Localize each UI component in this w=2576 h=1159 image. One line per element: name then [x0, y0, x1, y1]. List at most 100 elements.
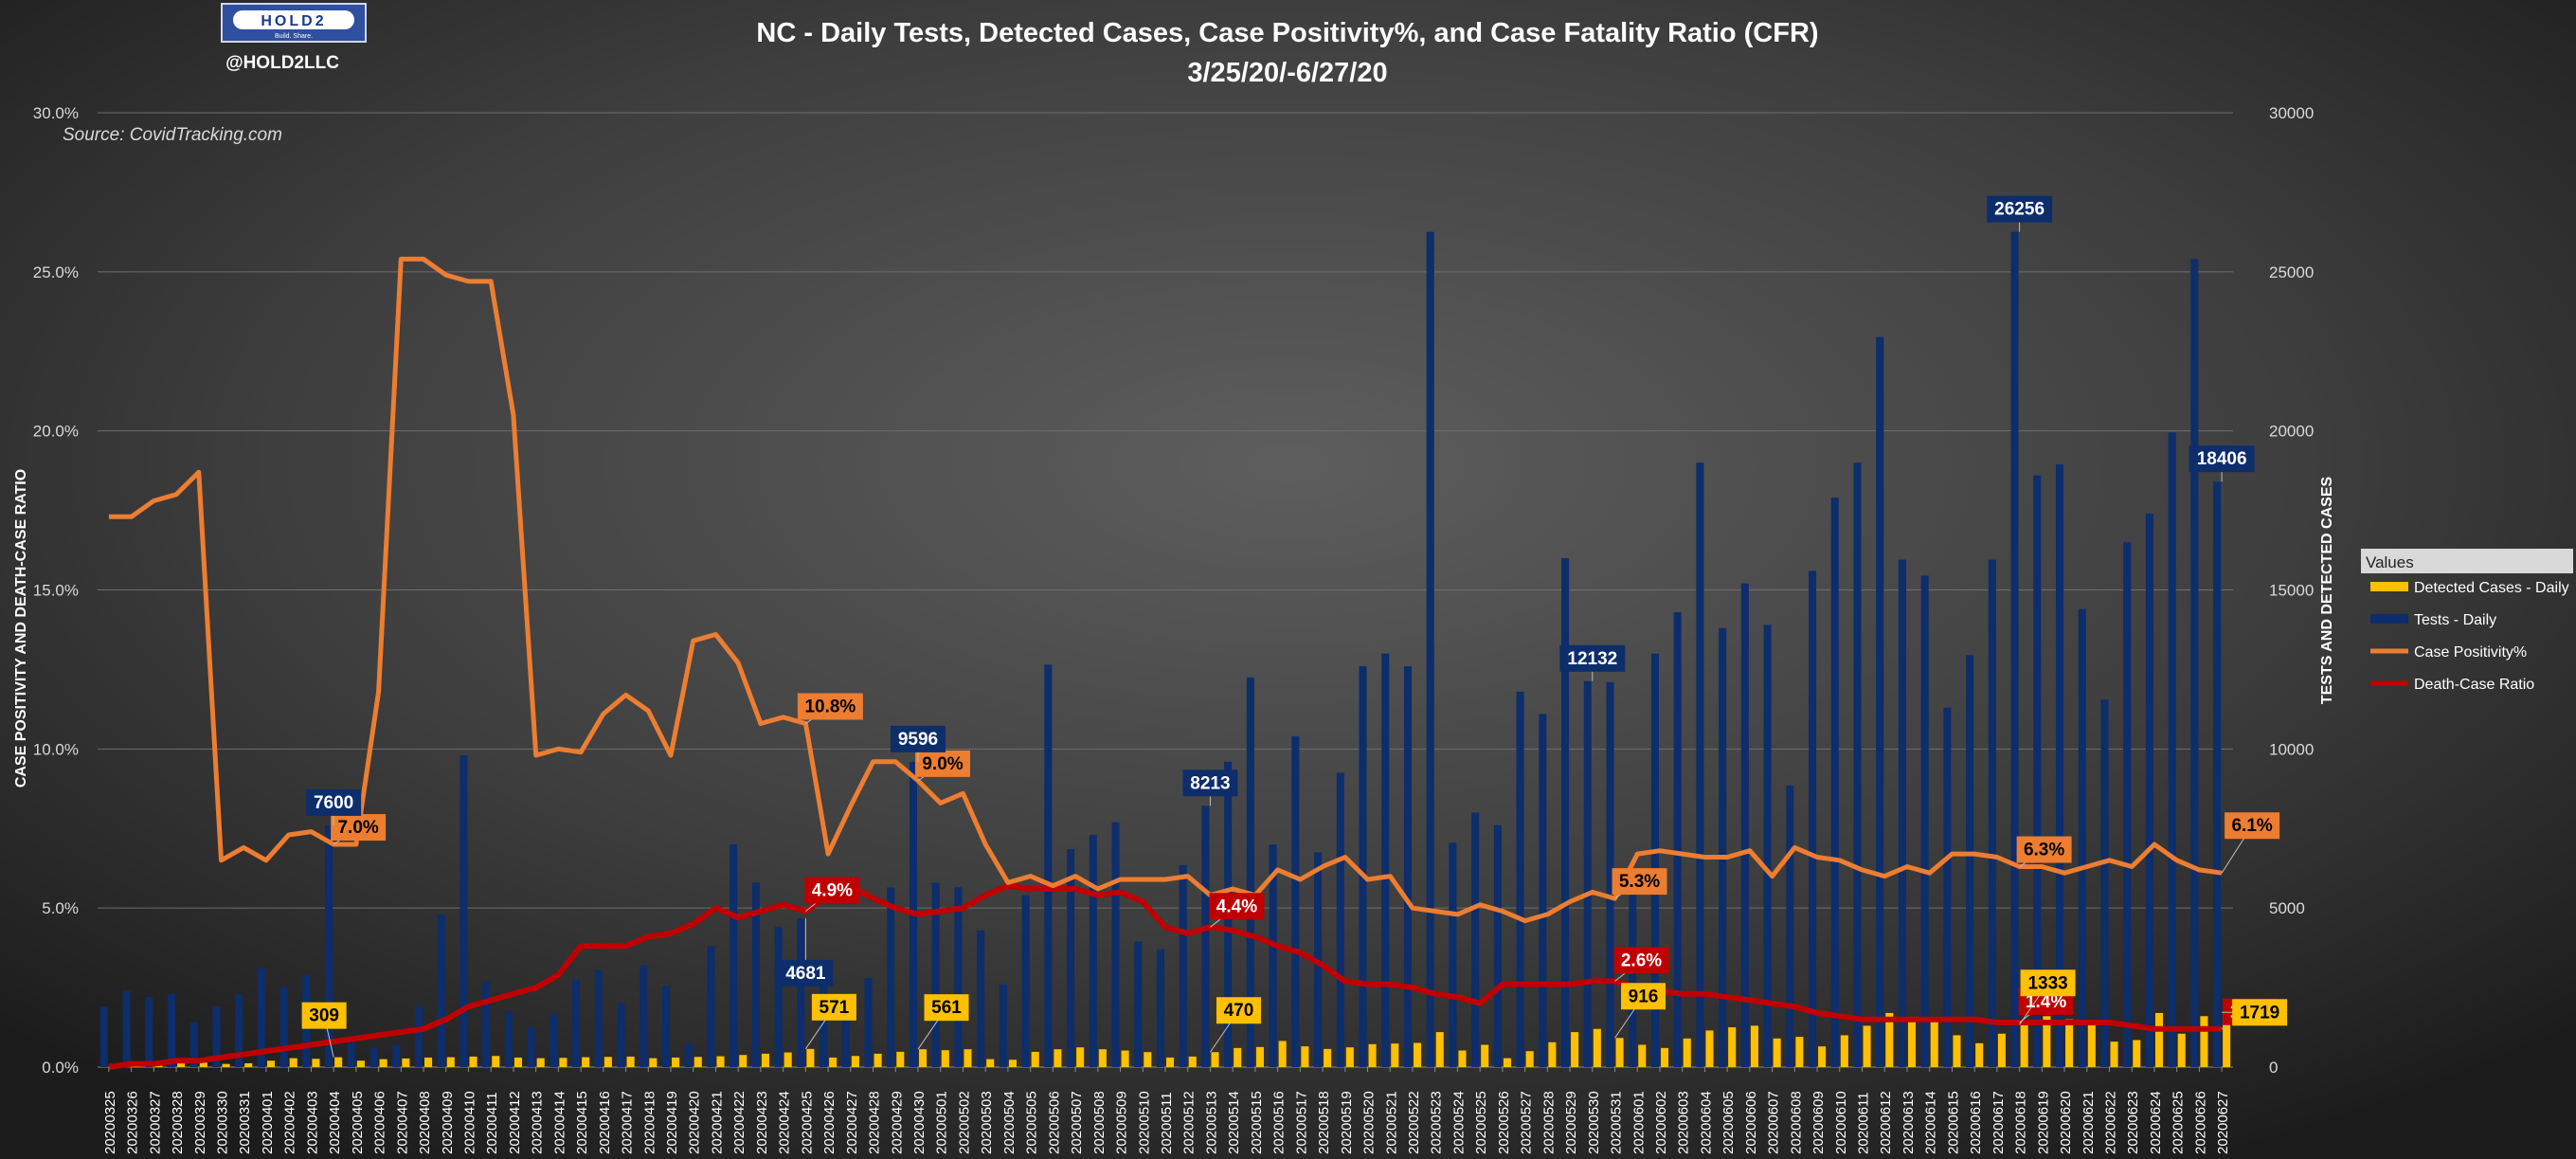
- detected-bar: [2110, 1041, 2118, 1067]
- x-tick-label: 20200606: [1743, 1091, 1759, 1154]
- x-tick-label: 20200423: [754, 1091, 770, 1154]
- data-label-box: [331, 814, 387, 842]
- data-label-box: [1209, 893, 1265, 920]
- detected-bar: [1997, 1033, 2006, 1067]
- detected-bar: [582, 1057, 590, 1067]
- legend-swatch: [2370, 614, 2408, 624]
- data-label: 9.0%: [922, 754, 963, 774]
- x-tick-label: 20200422: [731, 1091, 748, 1154]
- detected-bar: [1188, 1056, 1197, 1067]
- tests-bar: [730, 844, 738, 1067]
- x-tick-label: 20200504: [1001, 1091, 1018, 1154]
- tests-bar: [1134, 941, 1143, 1067]
- detected-bar: [2065, 1019, 2074, 1067]
- x-tick-label: 20200518: [1316, 1091, 1332, 1154]
- detected-bar: [1301, 1046, 1309, 1067]
- x-tick-label: 20200522: [1406, 1091, 1422, 1154]
- detected-bar: [1863, 1025, 1871, 1067]
- detected-bar: [379, 1059, 387, 1067]
- right-tick-label: 20000: [2269, 423, 2314, 441]
- data-label: 4681: [785, 964, 826, 984]
- data-label: 10.8%: [804, 697, 856, 716]
- detected-bar: [1008, 1059, 1017, 1067]
- x-tick-label: 20200327: [147, 1091, 163, 1154]
- x-tick-label: 20200624: [2148, 1091, 2164, 1154]
- detected-bar: [199, 1062, 207, 1067]
- x-tick-label: 20200413: [530, 1091, 546, 1154]
- detected-bar: [1076, 1047, 1085, 1067]
- tests-bar: [977, 930, 985, 1067]
- detected-bar: [2020, 1024, 2028, 1067]
- detected-bar: [986, 1059, 995, 1067]
- y-axis-left-label: CASE POSITIVITY AND DEATH-CASE RATIO: [13, 469, 29, 788]
- death-ratio-line: [108, 882, 2223, 1070]
- data-label: 6.1%: [2231, 816, 2272, 836]
- detected-bar: [334, 1057, 343, 1067]
- detected-bar: [177, 1062, 186, 1067]
- data-label: 1.4%: [2026, 992, 2066, 1012]
- x-tick-label: 20200329: [192, 1091, 208, 1154]
- data-label-box: [915, 750, 971, 777]
- detected-bar: [1166, 1057, 1175, 1067]
- left-tick-label: 25.0%: [33, 263, 79, 281]
- tests-bar: [1561, 557, 1570, 1067]
- x-tick-label: 20200517: [1293, 1091, 1309, 1154]
- detected-bar: [1548, 1041, 1557, 1067]
- data-label-box: [811, 993, 856, 1021]
- tests-bar: [1988, 559, 1996, 1067]
- detected-bar: [1683, 1038, 1691, 1067]
- detected-bar: [2223, 1012, 2231, 1067]
- tests-bar: [1449, 842, 1457, 1067]
- tests-bar: [369, 1047, 378, 1067]
- data-label: 7.0%: [337, 818, 378, 838]
- x-tick-label: 20200427: [844, 1091, 860, 1154]
- tests-bar: [1269, 844, 1277, 1067]
- x-tick-label: 20200620: [2058, 1091, 2074, 1154]
- tests-bar: [999, 984, 1007, 1067]
- data-label-box: [301, 1002, 347, 1029]
- detected-bar: [1660, 1047, 1669, 1067]
- tests-bar: [2033, 475, 2042, 1067]
- tests-bar: [1719, 627, 1727, 1067]
- detected-bar: [492, 1056, 500, 1067]
- tests-bar: [2145, 513, 2153, 1067]
- x-tick-label: 20200410: [461, 1091, 477, 1154]
- tests-bar: [931, 882, 940, 1067]
- detected-bar: [2177, 1033, 2186, 1067]
- x-tick-label: 20200609: [1810, 1091, 1827, 1154]
- detected-bar: [1975, 1042, 1984, 1067]
- detected-bar: [1458, 1050, 1467, 1067]
- detected-bar: [1121, 1050, 1129, 1067]
- tests-bar: [1089, 834, 1097, 1067]
- x-tick-label: 20200521: [1383, 1091, 1399, 1154]
- detected-bar: [469, 1056, 477, 1067]
- detected-bar: [1031, 1051, 1039, 1067]
- detected-bar: [1525, 1051, 1534, 1067]
- x-tick-label: 20200621: [2081, 1091, 2097, 1154]
- chart-subtitle: 3/25/20/-6/27/20: [1187, 58, 1387, 88]
- tests-bar: [167, 993, 176, 1067]
- tests-bar: [1673, 611, 1682, 1067]
- x-tick-label: 20200424: [777, 1091, 793, 1154]
- x-tick-label: 20200625: [2171, 1091, 2187, 1154]
- data-label: 916: [1629, 987, 1659, 1006]
- x-tick-label: 20200430: [911, 1091, 928, 1154]
- x-tick-label: 20200531: [1609, 1091, 1625, 1154]
- tests-bar: [437, 914, 445, 1067]
- data-label-box: [306, 788, 362, 816]
- data-label: 4.4%: [1216, 896, 1257, 916]
- tests-bar: [1156, 949, 1164, 1067]
- handle-text: @HOLD2LLC: [225, 53, 339, 73]
- detected-bar: [716, 1056, 725, 1067]
- x-tick-label: 20200607: [1766, 1091, 1782, 1154]
- detected-bar: [513, 1057, 523, 1067]
- right-tick-label: 0: [2269, 1059, 2278, 1077]
- x-tick-label: 20200412: [507, 1091, 523, 1154]
- tests-bar: [1471, 812, 1480, 1067]
- detected-bar: [1391, 1043, 1399, 1067]
- data-label-box: [1612, 868, 1667, 896]
- detected-bar: [1818, 1046, 1827, 1067]
- tests-bar: [1606, 681, 1614, 1067]
- x-tick-label: 20200622: [2103, 1091, 2119, 1154]
- x-tick-label: 20200418: [641, 1091, 658, 1154]
